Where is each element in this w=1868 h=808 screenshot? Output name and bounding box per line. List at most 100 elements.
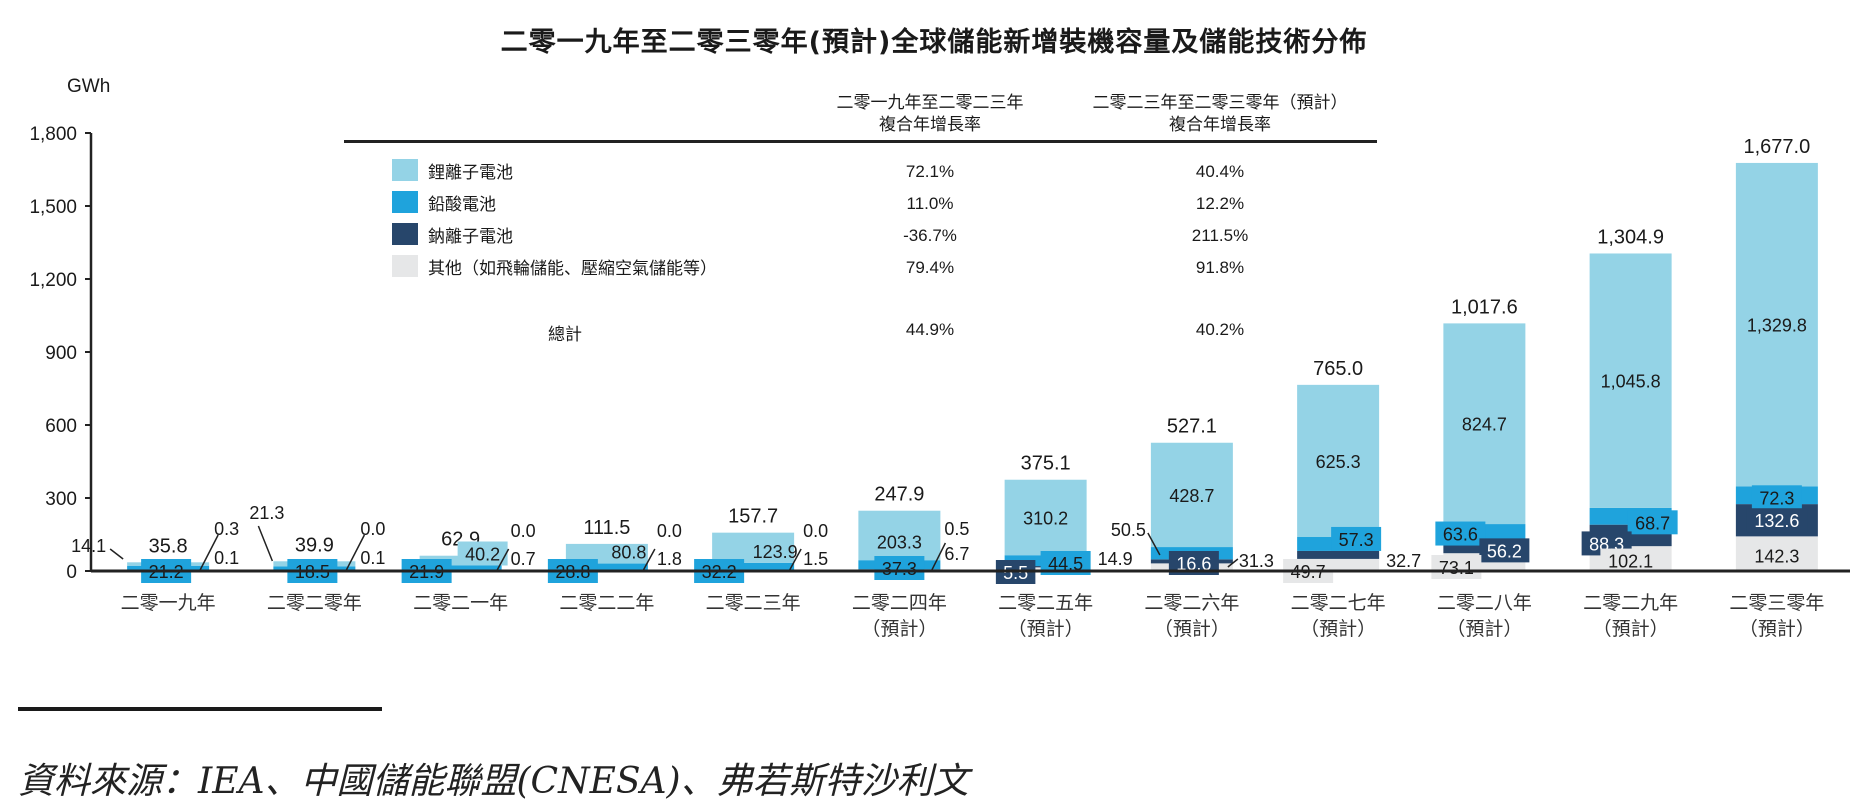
lead-acid-value: 44.5: [1048, 554, 1083, 574]
lead-acid-value-box: [1435, 521, 1486, 546]
y-axis: 0 300 600 900 1,200 1,500 1,800: [29, 124, 93, 583]
other-value-box: [1431, 555, 1482, 579]
lithium-value: 824.7: [1462, 415, 1507, 435]
y-axis-unit-label: GWh: [67, 76, 111, 97]
bar-segment: [419, 565, 502, 571]
lead-acid-value-box: [1751, 485, 1802, 510]
sodium-value: 16.6: [1176, 554, 1211, 574]
cagr-sodium-2023-2030: 211.5%: [1191, 226, 1249, 245]
cagr-lithium-2019-2023: 72.1%: [905, 162, 955, 181]
footnote-rule: [18, 707, 382, 711]
lead-acid-value-box: [1627, 510, 1678, 535]
y-tick-label: 600: [45, 416, 77, 437]
cagr-total-2023-2030: 40.2%: [1195, 320, 1245, 339]
lithium-value-box: [457, 541, 508, 566]
y-tick-label: 0: [66, 562, 77, 583]
lithium-value: 80.8: [611, 543, 646, 563]
lithium-value: 310.2: [1023, 508, 1068, 528]
cagr-lithium-2023-2030: 40.4%: [1195, 162, 1245, 181]
chart-title: 二零一九年至二零三零年(預計)全球儲能新增裝機容量及儲能技術分佈: [500, 27, 1368, 58]
legend-item-sodium: 鈉離子電池: [392, 222, 513, 247]
source-note: 資料來源：IEA、中國儲能聯盟(CNESA)、弗若斯特沙利文: [18, 761, 969, 802]
leader-line: [495, 548, 510, 572]
other-value-box: [1746, 543, 1808, 568]
other-value: 31.3: [1239, 551, 1274, 571]
lead-acid-value: 57.3: [1339, 530, 1374, 550]
total-label: 375.1: [1021, 453, 1071, 475]
legend-label: 鋰離子電池: [428, 162, 513, 183]
x-tick-label-sub: （預計）: [861, 618, 937, 640]
x-tick-label-sub: （預計）: [1593, 618, 1669, 640]
sodium-value-box: [1746, 508, 1808, 533]
table-header-rule: [344, 140, 1377, 143]
y-tick-label: 1,800: [29, 124, 77, 145]
total-label: 765.0: [1313, 358, 1363, 380]
x-tick-label: 二零二四年: [852, 592, 947, 614]
other-value: 0.1: [360, 548, 385, 568]
bar-segment: [565, 563, 648, 571]
x-tick-label: 二零二三年: [706, 592, 801, 614]
lead-acid-value: 72.3: [1759, 488, 1794, 508]
cagr-header-line1: 二零二三年至二零三零年（預計）: [1092, 93, 1348, 113]
total-label: 157.7: [728, 506, 778, 528]
x-tick-label-sub: （預計）: [1154, 618, 1230, 640]
x-tick-label: 二零二一年: [413, 592, 508, 614]
leader-line: [345, 534, 366, 571]
total-label: 527.1: [1167, 416, 1217, 438]
other-value: 1.8: [657, 549, 682, 569]
legend-item-lithium: 鋰離子電池: [392, 158, 513, 183]
bar-segment: [1589, 253, 1672, 508]
legend-swatch: [392, 191, 418, 213]
other-value: 73.1: [1439, 558, 1474, 578]
other-value: 6.7: [944, 544, 969, 564]
lithium-value: 203.3: [877, 532, 922, 552]
cagr-lead-acid-2023-2030: 12.2%: [1195, 194, 1245, 213]
legend-swatch: [392, 223, 418, 245]
leader-line: [109, 548, 124, 560]
cagr-other-2019-2023: 79.4%: [905, 258, 955, 277]
x-tick-label: 二零一九年: [121, 592, 216, 614]
sodium-value: 0.3: [214, 519, 239, 539]
x-tick-label-sub: （預計）: [1446, 618, 1522, 640]
lithium-value: 625.3: [1316, 452, 1361, 472]
x-tick-label: 二零二五年: [998, 592, 1093, 614]
cagr-header-line1: 二零一九年至二零二三年: [836, 93, 1024, 113]
lead-acid-value-box: [874, 556, 925, 580]
sodium-value: 32.7: [1386, 551, 1421, 571]
bar-segment: [1735, 162, 1818, 487]
x-tick-label: 二零三零年: [1729, 592, 1824, 614]
data-labels: 35.8 39.9 62.9111.5157.7247.9375.1527.1765…: [71, 136, 1810, 584]
cagr-header-2023-2030: 二零二三年至二零三零年（預計） 複合年增長率: [1060, 92, 1380, 136]
total-label: 39.9: [295, 534, 334, 556]
x-tick-label: 二零二零年: [267, 592, 362, 614]
lithium-value: 21.3: [249, 503, 284, 523]
bar-segment: [565, 543, 648, 564]
sodium-value: 0.0: [657, 521, 682, 541]
bar-segment: [1297, 550, 1380, 559]
legend-item-lead-acid: 鉛酸電池: [392, 190, 496, 215]
lithium-value: 428.7: [1169, 486, 1214, 506]
total-label: 111.5: [583, 517, 630, 539]
other-value: 1.5: [803, 549, 828, 569]
lead-acid-value: 68.7: [1635, 513, 1670, 533]
legend-label: 鉛酸電池: [428, 194, 496, 215]
sodium-value: 5.5: [1003, 563, 1028, 583]
sodium-value: 0.5: [944, 519, 969, 539]
bar-segment: [858, 510, 941, 561]
total-label: 247.9: [874, 484, 924, 506]
lithium-value: 123.9: [753, 542, 798, 562]
bar-segment: [1004, 479, 1087, 556]
cagr-other-2023-2030: 91.8%: [1195, 258, 1245, 277]
lead-acid-value: 50.5: [1111, 520, 1146, 540]
cagr-header-2019-2023: 二零一九年至二零二三年 複合年增長率: [800, 92, 1060, 136]
y-tick-label: 900: [45, 343, 77, 364]
y-tick-label: 300: [45, 489, 77, 510]
x-tick-label: 二零二八年: [1437, 592, 1532, 614]
bar-segment: [712, 562, 795, 571]
total-label: 35.8: [149, 535, 188, 557]
x-tick-label: 二零二九年: [1583, 592, 1678, 614]
y-tick-label: 1,500: [29, 197, 77, 218]
leader-line: [199, 534, 219, 571]
other-value: 0.1: [214, 548, 239, 568]
